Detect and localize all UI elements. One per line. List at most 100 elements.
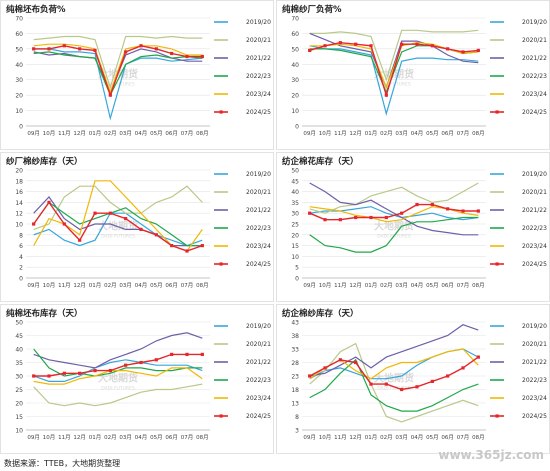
chart-title: 纯棉坯布库存（天） <box>6 308 83 319</box>
x-tick-label: 04月 <box>411 434 424 441</box>
series-point <box>476 355 480 359</box>
legend-label: 2024/25 <box>522 109 547 116</box>
x-tick-label: 01月 <box>365 282 378 289</box>
x-tick-label: 08月 <box>196 130 209 137</box>
y-tick-label: 0 <box>295 276 299 283</box>
series-point <box>124 50 128 54</box>
series-point <box>154 233 158 237</box>
series-line-2019-20 <box>33 212 203 247</box>
series-point <box>338 218 342 222</box>
x-tick-label: 09月 <box>303 434 316 441</box>
series-point <box>170 51 174 56</box>
panel-border <box>0 0 274 150</box>
x-tick-label: 10月 <box>319 130 332 137</box>
series-line-2021-22 <box>309 324 479 377</box>
y-tick-label: 40 <box>15 62 23 69</box>
x-tick-label: 07月 <box>181 434 194 441</box>
legend-label: 2019/20 <box>522 171 547 178</box>
x-tick-label: 04月 <box>411 130 424 137</box>
x-tick-label: 04月 <box>135 434 148 441</box>
logo-watermark-en: DADI FUTURES <box>101 233 135 239</box>
series-point <box>338 41 342 45</box>
legend-label: 2019/20 <box>246 323 271 330</box>
legend-marker <box>495 110 499 114</box>
series-point <box>47 200 51 204</box>
x-tick-label: 10月 <box>43 130 56 137</box>
x-tick-label: 05月 <box>426 434 439 441</box>
y-tick-label: 40 <box>291 189 299 196</box>
series-point <box>461 50 465 54</box>
legend-marker <box>219 262 223 266</box>
x-tick-label: 07月 <box>457 130 470 137</box>
x-tick-label: 07月 <box>457 434 470 441</box>
x-tick-label: 12月 <box>73 434 86 441</box>
series-point <box>139 360 143 365</box>
legend-label: 2021/22 <box>246 207 271 214</box>
y-tick-label: 43 <box>291 320 299 327</box>
series-point <box>338 358 342 362</box>
y-tick-label: 38 <box>291 333 299 340</box>
series-point <box>47 47 51 51</box>
series-line-2022-23 <box>33 51 203 97</box>
x-tick-label: 07月 <box>181 282 194 289</box>
legend-label: 2022/23 <box>246 225 271 232</box>
series-line-2024-25 <box>33 353 203 377</box>
logo-watermark-en: DADI FUTURES <box>101 81 135 87</box>
y-tick-label: 8 <box>295 414 299 421</box>
y-tick-label: 12 <box>15 211 23 218</box>
x-tick-label: 12月 <box>73 282 86 289</box>
y-tick-label: 60 <box>15 31 23 38</box>
chart-title: 纯棉纱厂负荷% <box>282 4 342 15</box>
series-point <box>78 371 82 375</box>
series-point <box>108 211 112 215</box>
x-tick-label: 05月 <box>150 130 163 137</box>
legend-label: 2020/21 <box>522 189 547 196</box>
legend-label: 2023/24 <box>522 395 547 402</box>
series-point <box>108 93 112 97</box>
legend-label: 2021/22 <box>522 207 547 214</box>
legend-label: 2023/24 <box>246 91 271 98</box>
x-tick-label: 07月 <box>457 282 470 289</box>
series-line-2021-22 <box>33 332 203 369</box>
x-tick-label: 05月 <box>426 130 439 137</box>
x-tick-label: 01月 <box>89 130 102 137</box>
x-tick-label: 08月 <box>472 282 485 289</box>
x-tick-label: 09月 <box>303 130 316 137</box>
series-point <box>185 54 189 59</box>
series-line-2023-24 <box>33 43 203 94</box>
series-point <box>384 382 388 386</box>
x-tick-label: 08月 <box>472 434 485 441</box>
x-tick-label: 03月 <box>119 282 132 289</box>
series-point <box>108 369 112 373</box>
series-point <box>323 44 327 48</box>
x-tick-label: 02月 <box>104 434 117 441</box>
x-tick-label: 11月 <box>58 434 71 441</box>
x-tick-label: 09月 <box>27 434 40 441</box>
series-point <box>400 211 404 215</box>
legend-label: 2023/24 <box>522 91 547 98</box>
chart-panel: 纱厂棉纱库存（天） 0 2 4 6 8 10 12 14 16 18 20 09月 10月 11月 12月 01… <box>0 152 274 302</box>
series-point <box>78 47 82 51</box>
series-point <box>384 215 388 220</box>
legend-label: 2024/25 <box>522 261 547 268</box>
y-tick-label: 15 <box>291 243 299 250</box>
x-tick-label: 02月 <box>380 282 393 289</box>
y-tick-label: 25 <box>15 387 23 394</box>
series-point <box>32 47 36 51</box>
series-point <box>415 385 419 389</box>
y-tick-label: 23 <box>291 374 299 381</box>
x-tick-label: 03月 <box>395 130 408 137</box>
legend-label: 2024/25 <box>246 261 271 268</box>
y-tick-label: 40 <box>291 62 299 69</box>
y-tick-label: 2 <box>19 265 23 272</box>
legend-label: 2019/20 <box>246 19 271 26</box>
y-tick-label: 3 <box>295 428 299 435</box>
series-line-2021-22 <box>309 182 479 236</box>
x-tick-label: 09月 <box>27 282 40 289</box>
series-point <box>354 215 358 220</box>
y-tick-label: 30 <box>15 374 23 381</box>
y-tick-label: 10 <box>15 222 23 229</box>
legend-marker <box>219 110 223 114</box>
x-tick-label: 05月 <box>426 282 439 289</box>
y-tick-label: 13 <box>291 401 299 408</box>
